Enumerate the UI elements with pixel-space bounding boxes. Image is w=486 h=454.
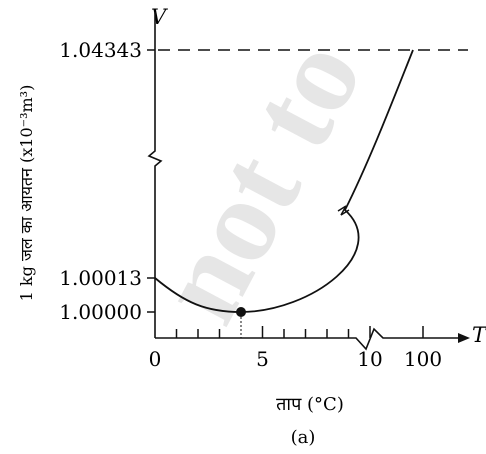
y-axis-line [147,12,163,338]
tick-group [147,49,424,338]
x-tick-label: 5 [256,347,269,371]
y-tick-label: 1.00013 [59,266,142,290]
figure-caption: (a) [291,427,316,448]
y-tick-label: 1.00000 [59,300,142,324]
x-axis-arrow [458,333,470,343]
minimum-point [236,307,246,317]
x-axis-symbol: T [472,323,486,347]
tick-label-group: 1.04343 1.00013 1.00000 0 5 10 100 [59,38,442,371]
y-tick-label: 1.04343 [59,38,142,62]
y-axis-symbol: V [151,5,168,29]
x-axis-line [155,327,463,351]
x-axis-title: ताप (°C) [276,394,344,415]
watermark-text: not to [131,18,388,342]
y-axis-title: 1 kg जल का आयतन (x10⁻³m³) [17,85,36,302]
curve-break-mark [337,205,350,216]
series-line [154,49,414,313]
x-tick-label: 0 [149,347,162,371]
x-tick-label: 100 [404,347,442,371]
x-tick-label: 10 [357,347,382,371]
